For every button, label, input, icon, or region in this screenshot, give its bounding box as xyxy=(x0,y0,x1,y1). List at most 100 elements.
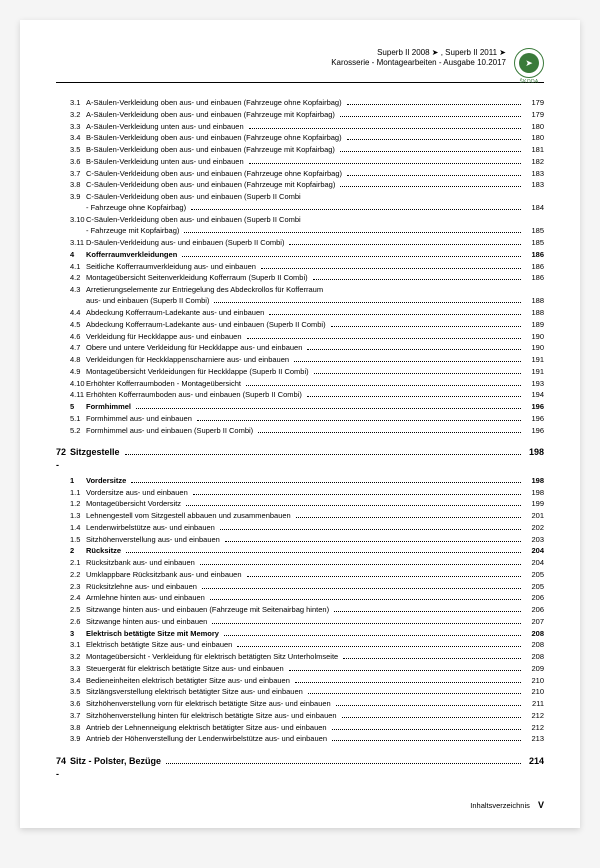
toc-number: 4.3 xyxy=(56,284,86,295)
toc-label: Sitzhöhenverstellung vorn für elektrisch… xyxy=(86,698,333,709)
toc-leader-dots xyxy=(332,729,521,730)
toc-leader-dots xyxy=(220,529,521,530)
toc-entry: 72 -Sitzgestelle198 xyxy=(56,446,544,473)
toc-leader-dots xyxy=(249,163,521,164)
toc-leader-dots xyxy=(332,740,521,741)
toc-label: Armlehne hinten aus- und einbauen xyxy=(86,592,207,603)
toc-entry: 3.1Elektrisch betätigte Sitze aus- und e… xyxy=(56,639,544,650)
toc-leader-dots xyxy=(249,128,521,129)
toc-page: 191 xyxy=(524,354,544,365)
toc-label: C-Säulen-Verkleidung oben aus- und einba… xyxy=(86,191,466,202)
toc-label: Sitzwange hinten aus- und einbauen xyxy=(86,616,209,627)
toc-page: 196 xyxy=(524,425,544,436)
toc-number: 3.7 xyxy=(56,168,86,179)
toc-entry: 4Kofferraumverkleidungen186 xyxy=(56,249,544,260)
toc-number: 3.10 xyxy=(56,214,86,225)
toc-entry: 3.1A-Säulen-Verkleidung oben aus- und ei… xyxy=(56,97,544,108)
toc-leader-dots xyxy=(261,268,521,269)
toc-entry: 3.10C-Säulen-Verkleidung oben aus- und e… xyxy=(56,214,544,237)
toc-number: 3.2 xyxy=(56,109,86,120)
page-header: Superb II 2008 ➤ , Superb II 2011 ➤ Karo… xyxy=(56,48,544,83)
toc-page: 198 xyxy=(524,475,544,486)
toc-leader-dots xyxy=(186,505,521,506)
toc-entry: 4.3Arretierungselemente zur Entriegelung… xyxy=(56,284,544,307)
toc-label: Kofferraumverkleidungen xyxy=(86,249,179,260)
toc-page: 196 xyxy=(524,413,544,424)
toc-number: 4.9 xyxy=(56,366,86,377)
toc-page: 204 xyxy=(524,545,544,556)
toc-label: Montageübersicht Vordersitz xyxy=(86,498,183,509)
toc-label: C-Säulen-Verkleidung oben aus- und einba… xyxy=(86,168,344,179)
toc-leader-dots xyxy=(347,175,521,176)
toc-label: - Fahrzeuge mit Kopfairbag) xyxy=(86,225,181,236)
toc-number: 5.2 xyxy=(56,425,86,436)
toc-entry: 2.5Sitzwange hinten aus- und einbauen (F… xyxy=(56,604,544,615)
toc-page: 212 xyxy=(524,722,544,733)
toc-page: 201 xyxy=(524,510,544,521)
toc-entry: 3.4Bedieneinheiten elektrisch betätigter… xyxy=(56,675,544,686)
toc-number: 1.4 xyxy=(56,522,86,533)
toc-entry: 3.7Sitzhöhenverstellung hinten für elekt… xyxy=(56,710,544,721)
toc-leader-dots xyxy=(331,326,521,327)
toc-number: 4 xyxy=(56,249,86,260)
toc-entry: 3.2Montageübersicht - Verkleidung für el… xyxy=(56,651,544,662)
toc-page: 208 xyxy=(524,639,544,650)
toc-entry: 5Formhimmel196 xyxy=(56,401,544,412)
toc-label: Seitliche Kofferraumverkleidung aus- und… xyxy=(86,261,258,272)
toc-entry: 3.3A-Säulen-Verkleidung unten aus- und e… xyxy=(56,121,544,132)
toc-label: Verkleidungen für Heckklappenscharniere … xyxy=(86,354,291,365)
toc-page: 196 xyxy=(524,401,544,412)
toc-label: aus- und einbauen (Superb II Combi) xyxy=(86,295,211,306)
toc-number: 4.7 xyxy=(56,342,86,353)
toc-entry: 4.8Verkleidungen für Heckklappenscharnie… xyxy=(56,354,544,365)
toc-label: Antrieb der Lehnenneigung elektrisch bet… xyxy=(86,722,329,733)
toc-entry: 3.9Antrieb der Höhenverstellung der Lend… xyxy=(56,733,544,744)
toc-entry: 3.5Sitzlängsverstellung elektrisch betät… xyxy=(56,686,544,697)
toc-page: 213 xyxy=(524,733,544,744)
toc-page: 190 xyxy=(524,331,544,342)
toc-leader-dots xyxy=(307,349,521,350)
toc-entry: 4.11Erhöhten Kofferraumboden aus- und ei… xyxy=(56,389,544,400)
toc-page: 194 xyxy=(524,389,544,400)
toc-entry: 2.3Rücksitzlehne aus- und einbauen205 xyxy=(56,581,544,592)
toc-number: 3.5 xyxy=(56,686,86,697)
toc-entry: 4.9Montageübersicht Verkleidungen für He… xyxy=(56,366,544,377)
toc-number: 4.6 xyxy=(56,331,86,342)
toc-page: 184 xyxy=(524,202,544,213)
toc-leader-dots xyxy=(247,576,521,577)
toc-number: 5 xyxy=(56,401,86,412)
toc-page: 208 xyxy=(524,628,544,639)
toc-entry: 4.4Abdeckung Kofferraum-Ladekante aus- u… xyxy=(56,307,544,318)
toc-number: 1.1 xyxy=(56,487,86,498)
toc-leader-dots xyxy=(294,361,521,362)
toc-label: Bedieneinheiten elektrisch betätigter Si… xyxy=(86,675,292,686)
toc-entry: 3.8Antrieb der Lehnenneigung elektrisch … xyxy=(56,722,544,733)
toc-leader-dots xyxy=(212,623,521,624)
toc-leader-dots xyxy=(200,564,521,565)
toc-number: 3.6 xyxy=(56,698,86,709)
toc-entry: 3.3Steuergerät für elektrisch betätigte … xyxy=(56,663,544,674)
toc-label: Montageübersicht Verkleidungen für Heckk… xyxy=(86,366,311,377)
toc-leader-dots xyxy=(340,151,521,152)
toc-label: Montageübersicht Seitenverkleidung Koffe… xyxy=(86,272,310,283)
toc-number: 2.6 xyxy=(56,616,86,627)
toc-page: 205 xyxy=(524,569,544,580)
toc-page: 179 xyxy=(524,97,544,108)
toc-leader-dots xyxy=(197,420,521,421)
toc-page: 212 xyxy=(524,710,544,721)
toc-page: 189 xyxy=(524,319,544,330)
toc-number: 3.9 xyxy=(56,733,86,744)
toc-entry: 3.9C-Säulen-Verkleidung oben aus- und ei… xyxy=(56,191,544,214)
toc-number: 2 xyxy=(56,545,86,556)
toc-label: Sitzlängsverstellung elektrisch betätigt… xyxy=(86,686,305,697)
toc-page: 190 xyxy=(524,342,544,353)
toc-number: 4.10 xyxy=(56,378,86,389)
toc-label: Lendenwirbelstütze aus- und einbauen xyxy=(86,522,217,533)
toc-entry: 3.11D-Säulen-Verkleidung aus- und einbau… xyxy=(56,237,544,248)
toc-number: 1.3 xyxy=(56,510,86,521)
toc-label: Vordersitze aus- und einbauen xyxy=(86,487,190,498)
toc-number: 2.2 xyxy=(56,569,86,580)
toc-page: 210 xyxy=(524,686,544,697)
toc-leader-dots xyxy=(125,454,521,455)
toc-number: 2.4 xyxy=(56,592,86,603)
